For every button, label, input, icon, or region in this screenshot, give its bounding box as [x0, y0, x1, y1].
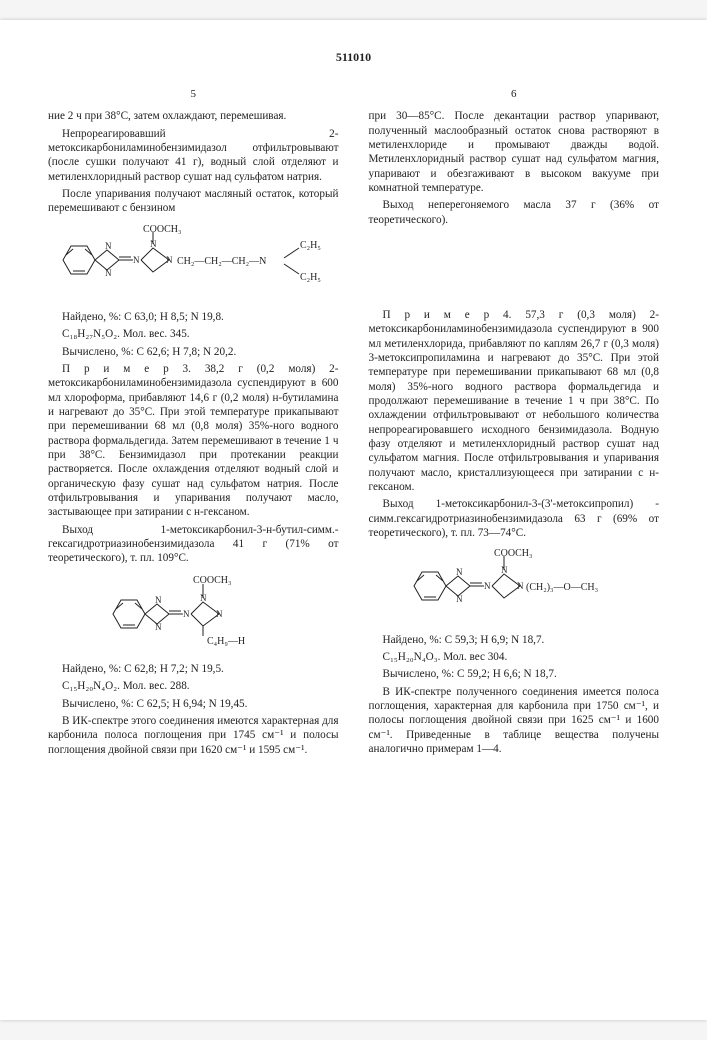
left-col-number: 5: [48, 87, 339, 101]
svg-text:N: N: [155, 595, 162, 605]
calc-line: Вычислено, %: С 62,5; Н 6,94; N 19,45.: [48, 697, 339, 711]
svg-text:N: N: [105, 268, 112, 278]
svg-text:N: N: [484, 581, 491, 591]
struct1-chain: CH₂—CH₂—CH₂—N: [177, 256, 266, 267]
para: при 30—85°С. После декантации раствор уп…: [369, 109, 660, 195]
calc-line: Вычислено, %: С 59,2; Н 6,6; N 18,7.: [369, 667, 660, 681]
left-column: 5 ние 2 ч при 38°С, затем охлаждают, пер…: [48, 87, 339, 760]
para: Выход неперегоняемого масла 37 г (36% от…: [369, 198, 660, 227]
page: 511010 5 ние 2 ч при 38°С, затем охлажда…: [0, 20, 707, 1020]
chemical-structure-1: N N N N N COOCH₃ CH: [48, 224, 339, 300]
patent-number: 511010: [48, 50, 659, 65]
struct3-tail: (CH₂)₃—O—CH₃: [526, 582, 598, 593]
struct1-top-label: COOCH₃: [143, 224, 182, 235]
example-4: П р и м е р 4. 57,3 г (0,3 моля) 2-меток…: [369, 308, 660, 494]
chemical-structure-3: N N N N N COOCH₃ (CH₂)₃—O—CH₃: [369, 548, 660, 622]
struct1-r2: C₂H₅: [300, 272, 321, 283]
struct2-tail: C₄H₉—H: [207, 636, 245, 647]
svg-text:N: N: [166, 255, 173, 265]
struct3-top-label: COOCH₃: [494, 548, 533, 559]
svg-text:N: N: [456, 567, 463, 577]
svg-text:N: N: [216, 609, 223, 619]
right-col-number: 6: [369, 87, 660, 101]
svg-text:N: N: [517, 581, 524, 591]
svg-text:N: N: [105, 241, 112, 251]
found-line: Найдено, %: С 62,8; Н 7,2; N 19,5.: [48, 662, 339, 676]
calc-line: Вычислено, %: С 62,6; Н 7,8; N 20,2.: [48, 345, 339, 359]
svg-text:N: N: [183, 609, 190, 619]
example-3: П р и м е р 3. 38,2 г (0,2 моля) 2-меток…: [48, 362, 339, 520]
found-line: Найдено, %: С 63,0; Н 8,5; N 19,8.: [48, 310, 339, 324]
para: После упаривания получают масляный остат…: [48, 187, 339, 216]
example-4-yield: Выход 1-метоксикарбонил-3-(3'-метоксипро…: [369, 497, 660, 540]
para: ние 2 ч при 38°С, затем охлаждают, перем…: [48, 109, 339, 123]
svg-text:N: N: [155, 622, 162, 632]
struct2-top-label: COOCH₃: [193, 575, 232, 586]
formula-line: С₁₅Н₂₀N₄O₂. Мол. вес. 288.: [48, 679, 339, 693]
struct1-r1: C₂H₅: [300, 240, 321, 251]
ir-line: В ИК-спектре полученного соединения имее…: [369, 685, 660, 757]
found-line: Найдено, %: С 59,3; Н 6,9; N 18,7.: [369, 633, 660, 647]
formula-line: С₁₈Н₂₇N₅O₂. Мол. вес. 345.: [48, 327, 339, 341]
ir-line: В ИК-спектре этого соединения имеются ха…: [48, 714, 339, 757]
para: Непрореагировавший 2-метоксикарбониламин…: [48, 127, 339, 184]
svg-text:N: N: [456, 594, 463, 604]
right-column: 6 при 30—85°С. После декантации раствор …: [369, 87, 660, 760]
svg-text:N: N: [133, 255, 140, 265]
chemical-structure-2: N N N N N COOCH₃ C₄H₉—H: [48, 574, 339, 652]
columns: 5 ние 2 ч при 38°С, затем охлаждают, пер…: [48, 87, 659, 760]
formula-line: С₁₅Н₂₀N₄O₃. Мол. вес 304.: [369, 650, 660, 664]
example-3-yield: Выход 1-метоксикарбонил-3-н-бутил-симм.-…: [48, 523, 339, 566]
